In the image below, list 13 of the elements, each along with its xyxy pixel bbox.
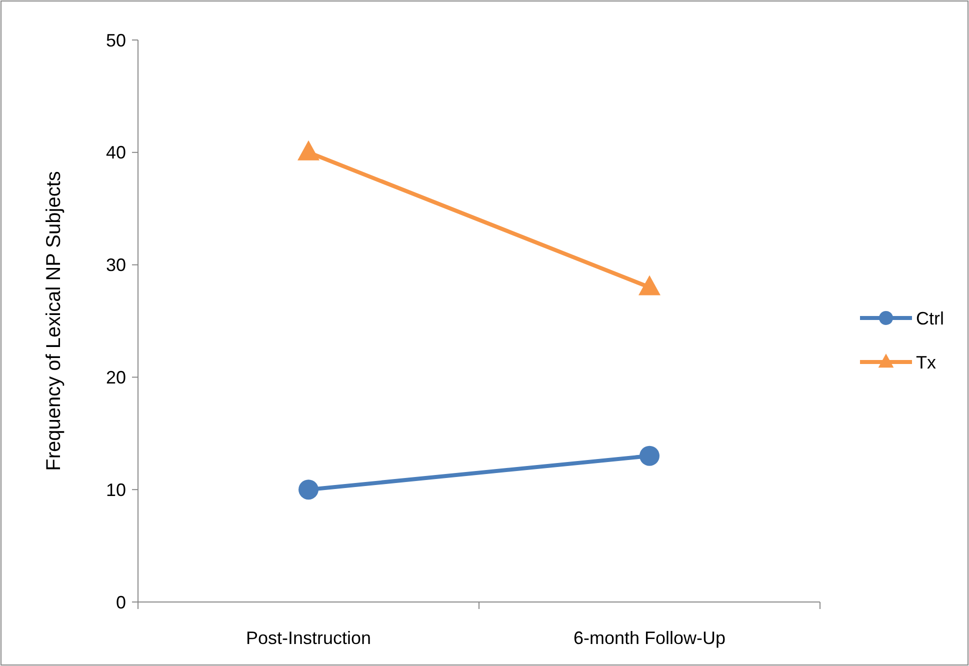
legend-label: Ctrl bbox=[916, 308, 944, 328]
x-tick-label: 6-month Follow-Up bbox=[573, 628, 726, 648]
point bbox=[640, 446, 660, 466]
y-tick-label: 30 bbox=[106, 255, 126, 276]
y-tick-label: 0 bbox=[116, 592, 126, 612]
y-tick-label: 10 bbox=[106, 480, 126, 500]
y-tick-label: 50 bbox=[106, 30, 126, 50]
legend-label: Tx bbox=[916, 352, 936, 372]
y-tick-label: 40 bbox=[106, 142, 126, 163]
y-axis-title: Frequency of Lexical NP Subjects bbox=[43, 171, 65, 471]
y-tick-label: 20 bbox=[106, 368, 126, 388]
point bbox=[298, 480, 318, 500]
x-tick-label: Post-Instruction bbox=[246, 628, 372, 648]
